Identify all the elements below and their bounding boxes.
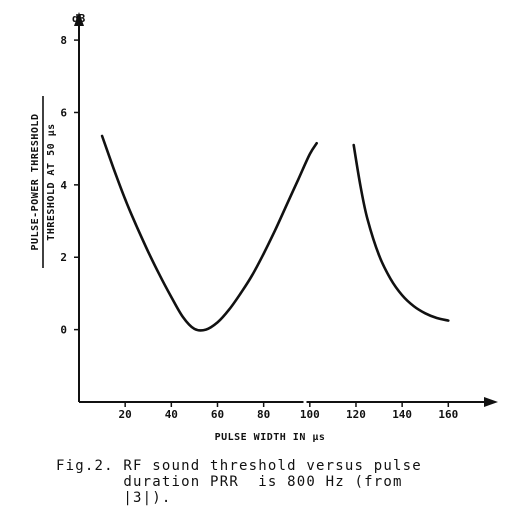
x-tick-label: 80 <box>257 408 270 421</box>
x-ticks: 20 40 60 80 100 120 140 160 <box>119 402 458 421</box>
x-axis-arrow <box>484 397 498 407</box>
caption-line-1: Fig.2. RF sound threshold versus pulse <box>56 458 422 474</box>
y-axis-arrow <box>74 12 84 26</box>
caption-line-2: duration PRR is 800 Hz (from <box>56 474 403 490</box>
y-ticks: 0 2 4 6 8 <box>60 34 79 337</box>
y-tick-label: 0 <box>60 324 67 337</box>
y-axis-label-bottom: THRESHOLD AT 50 µs <box>46 123 57 240</box>
x-tick-label: 40 <box>165 408 178 421</box>
series-line-left <box>100 134 318 332</box>
caption-line-3: |3|). <box>56 490 172 506</box>
series-layer <box>100 134 450 332</box>
y-tick-label: 8 <box>60 34 67 47</box>
x-tick-label: 140 <box>392 408 412 421</box>
x-tick-label: 120 <box>346 408 366 421</box>
series-line-right <box>352 143 450 322</box>
y-axis-label: PULSE-POWER THRESHOLD THRESHOLD AT 50 µs <box>30 96 57 268</box>
x-tick-label: 60 <box>211 408 224 421</box>
y-axis-label-top: PULSE-POWER THRESHOLD <box>30 114 41 251</box>
y-tick-label: 2 <box>60 251 67 264</box>
threshold-chart: dB 0 2 4 6 8 20 40 60 80 100 120 140 160 PULSE-POWE… <box>30 12 498 443</box>
axes <box>74 12 498 408</box>
x-tick-label: 20 <box>119 408 132 421</box>
figure-caption: Fig.2. RF sound threshold versus pulse d… <box>56 458 496 506</box>
y-tick-label: 4 <box>60 179 67 192</box>
y-tick-label: 6 <box>60 106 67 119</box>
y-unit-label: dB <box>72 12 86 25</box>
x-tick-label: 100 <box>300 408 320 421</box>
x-tick-label: 160 <box>438 408 458 421</box>
x-axis-label: PULSE WIDTH IN µs <box>215 432 326 443</box>
